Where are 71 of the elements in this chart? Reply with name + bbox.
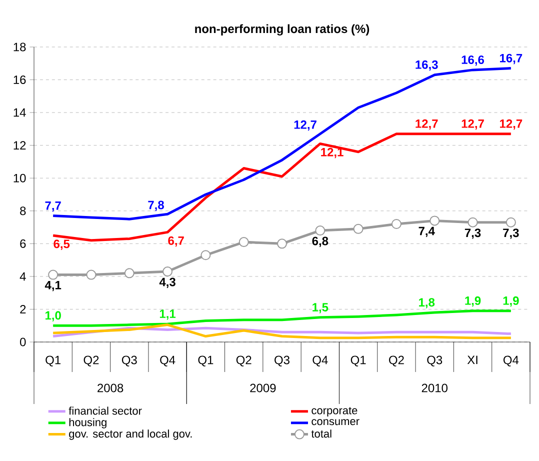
y-tick-label: 6 [20, 239, 26, 248]
y-tick-label: 14 [14, 108, 26, 117]
x-tick-label: Q4 [160, 356, 176, 366]
x-tick-label: Q2 [84, 356, 99, 366]
data-label: 1,8 [419, 298, 435, 308]
data-label: 1,5 [312, 303, 328, 314]
point [200, 250, 211, 260]
line-series [52, 324, 512, 340]
x-tick-label: Q4 [503, 356, 519, 366]
chart-title: non-performing loan ratios (%) [195, 24, 370, 36]
data-label: 1,0 [45, 311, 61, 322]
data-label: 12,7 [294, 120, 316, 131]
x-tick-label: Q4 [312, 356, 328, 366]
data-label: 7,3 [464, 228, 481, 239]
data-label: 16,3 [416, 60, 438, 71]
x-tick-label: Q2 [389, 356, 404, 366]
text: 2009 [250, 384, 276, 392]
legend-label: financial sector [68, 406, 142, 415]
point [48, 270, 58, 280]
point [353, 224, 364, 234]
data-label: 4,3 [159, 278, 176, 288]
data-label: 4,1 [44, 281, 62, 292]
data-label: 12,7 [462, 119, 484, 130]
data-label: 12,7 [500, 119, 522, 130]
y-tick-label: 12 [14, 141, 26, 150]
point [86, 270, 96, 280]
data-label: 12,7 [416, 119, 438, 130]
data-label: 7,3 [503, 228, 519, 239]
y-tick-label: 4 [20, 272, 26, 281]
y-tick-label: 16 [14, 76, 26, 84]
data-label: 16,6 [462, 56, 484, 66]
y-tick-label: 8 [20, 206, 26, 216]
data-label: 6,7 [168, 236, 184, 247]
text: 2010 [422, 384, 448, 392]
legend-label: consumer [312, 419, 360, 426]
point [430, 216, 440, 226]
point [315, 226, 326, 236]
point [277, 238, 288, 249]
data-label: 1,9 [503, 296, 519, 307]
x-tick-label: Q1 [46, 356, 61, 366]
data-label: 1,1 [160, 310, 176, 320]
x-tick-label: Q3 [427, 356, 442, 366]
point [162, 266, 173, 277]
y-tick-label: 2 [20, 305, 26, 314]
x-tick-label: Q2 [236, 356, 252, 366]
legend-label: housing [69, 418, 106, 428]
y-tick-label: 10 [14, 174, 26, 182]
x-tick-label: Q1 [198, 356, 214, 366]
point [238, 237, 249, 248]
point [506, 217, 516, 228]
point [391, 219, 402, 229]
y-tick-label: 18 [14, 42, 26, 52]
x-tick-label: Q1 [350, 356, 366, 366]
x-tick-label: Q3 [122, 356, 137, 366]
text: 2008 [98, 384, 124, 392]
point [468, 217, 478, 228]
data-label: 16,7 [500, 54, 522, 64]
data-label: 12,1 [321, 148, 344, 158]
data-label: 1,9 [465, 296, 481, 307]
point [124, 268, 134, 278]
data-label: 7,4 [418, 226, 435, 238]
data-label: 6,5 [54, 240, 70, 250]
legend-label: total [311, 430, 332, 438]
legend-label: corporate [312, 407, 358, 416]
legend-label: gov. sector and local gov. [69, 430, 192, 440]
data-label: 6,8 [312, 236, 328, 247]
x-tick-label: XI [467, 356, 478, 364]
y-tick-label: 0 [20, 338, 26, 346]
x-tick-label: Q3 [274, 356, 290, 366]
data-label: 7,7 [45, 201, 61, 212]
data-label: 7,8 [148, 200, 164, 211]
